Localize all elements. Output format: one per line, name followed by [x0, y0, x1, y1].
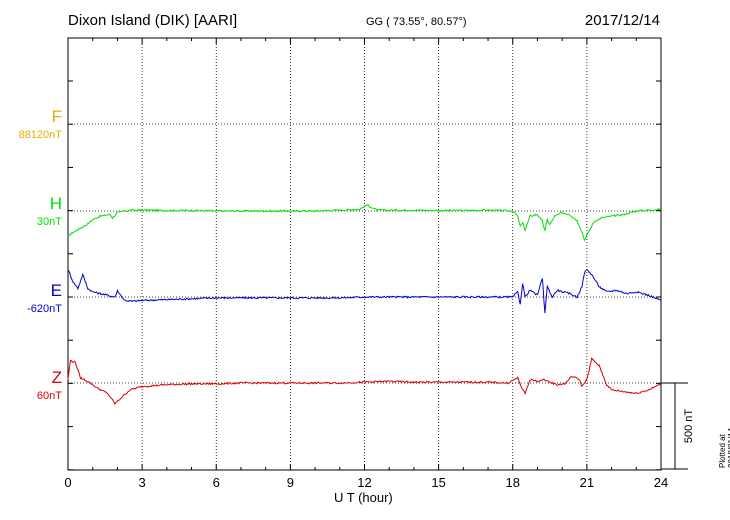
- channel-z-name: Z: [51, 368, 62, 387]
- series-lines: [67, 204, 662, 406]
- x-tick-label: 21: [580, 475, 594, 490]
- x-tick-label: 18: [506, 475, 520, 490]
- channel-f-baseline: 88120nT: [18, 129, 62, 141]
- station-title: Dixon Island (DIK) [AARI]: [68, 12, 238, 29]
- channel-h: H 30nT: [2, 195, 62, 229]
- series-line-h: [67, 204, 662, 242]
- channel-h-baseline: 30nT: [36, 216, 62, 228]
- x-axis-ticks: 0 3 6 9 12 15 18 21 24: [64, 38, 668, 490]
- channel-e: E -620nT: [2, 282, 62, 316]
- channel-z: Z 60nT: [2, 369, 62, 403]
- x-tick-label: 24: [654, 475, 668, 490]
- x-axis-label: U T (hour): [334, 490, 393, 505]
- x-tick-label: 12: [357, 475, 371, 490]
- date-label: 2017/12/14: [584, 12, 660, 29]
- geographic-coordinates: GG ( 73.55°, 80.57°): [366, 16, 467, 28]
- channel-z-baseline: 60nT: [36, 390, 62, 402]
- plotted-timestamp: Plotted at 2018/01/14 01:33 UT: [718, 427, 730, 468]
- x-tick-label: 3: [139, 475, 146, 490]
- channel-f-name: F: [51, 107, 62, 126]
- x-tick-label: 15: [431, 475, 445, 490]
- x-tick-label: 0: [64, 475, 71, 490]
- x-tick-label: 9: [287, 475, 294, 490]
- channel-e-name: E: [50, 281, 62, 300]
- chart-grid: [68, 38, 661, 470]
- series-line-z: [67, 356, 662, 406]
- x-tick-label: 6: [213, 475, 220, 490]
- scale-bar: 500 nT: [661, 382, 695, 470]
- scale-bar-label: 500 nT: [683, 409, 695, 444]
- series-line-e: [67, 268, 662, 314]
- channel-f: F 88120nT: [2, 108, 62, 142]
- channel-e-baseline: -620nT: [27, 303, 62, 315]
- channel-h-name: H: [49, 194, 62, 213]
